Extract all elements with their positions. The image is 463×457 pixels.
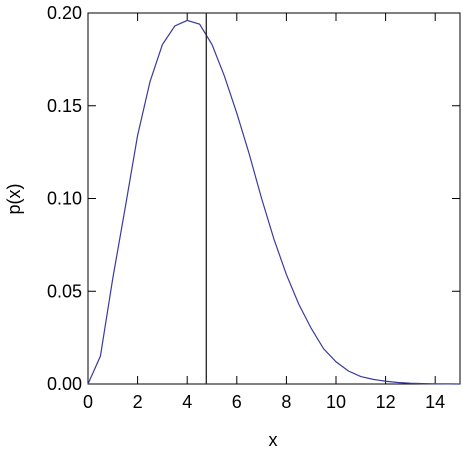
plot-frame	[87, 12, 461, 385]
y-axis-label: p(x)	[4, 184, 24, 215]
x-tick-label: 2	[133, 392, 143, 412]
x-tick-label: 4	[182, 392, 192, 412]
x-axis-label: x	[269, 430, 278, 450]
y-tick-label: 0.00	[47, 374, 82, 394]
x-tick-label: 8	[281, 392, 291, 412]
y-tick-label: 0.20	[47, 3, 82, 23]
y-tick-label: 0.10	[47, 189, 82, 209]
y-tick-label: 0.15	[47, 96, 82, 116]
x-tick-label: 10	[326, 392, 346, 412]
density-curve	[87, 19, 461, 385]
x-tick-label: 0	[83, 392, 93, 412]
x-tick-label: 14	[425, 392, 445, 412]
y-tick-label: 0.05	[47, 281, 82, 301]
x-tick-label: 12	[376, 392, 396, 412]
x-tick-label: 6	[232, 392, 242, 412]
